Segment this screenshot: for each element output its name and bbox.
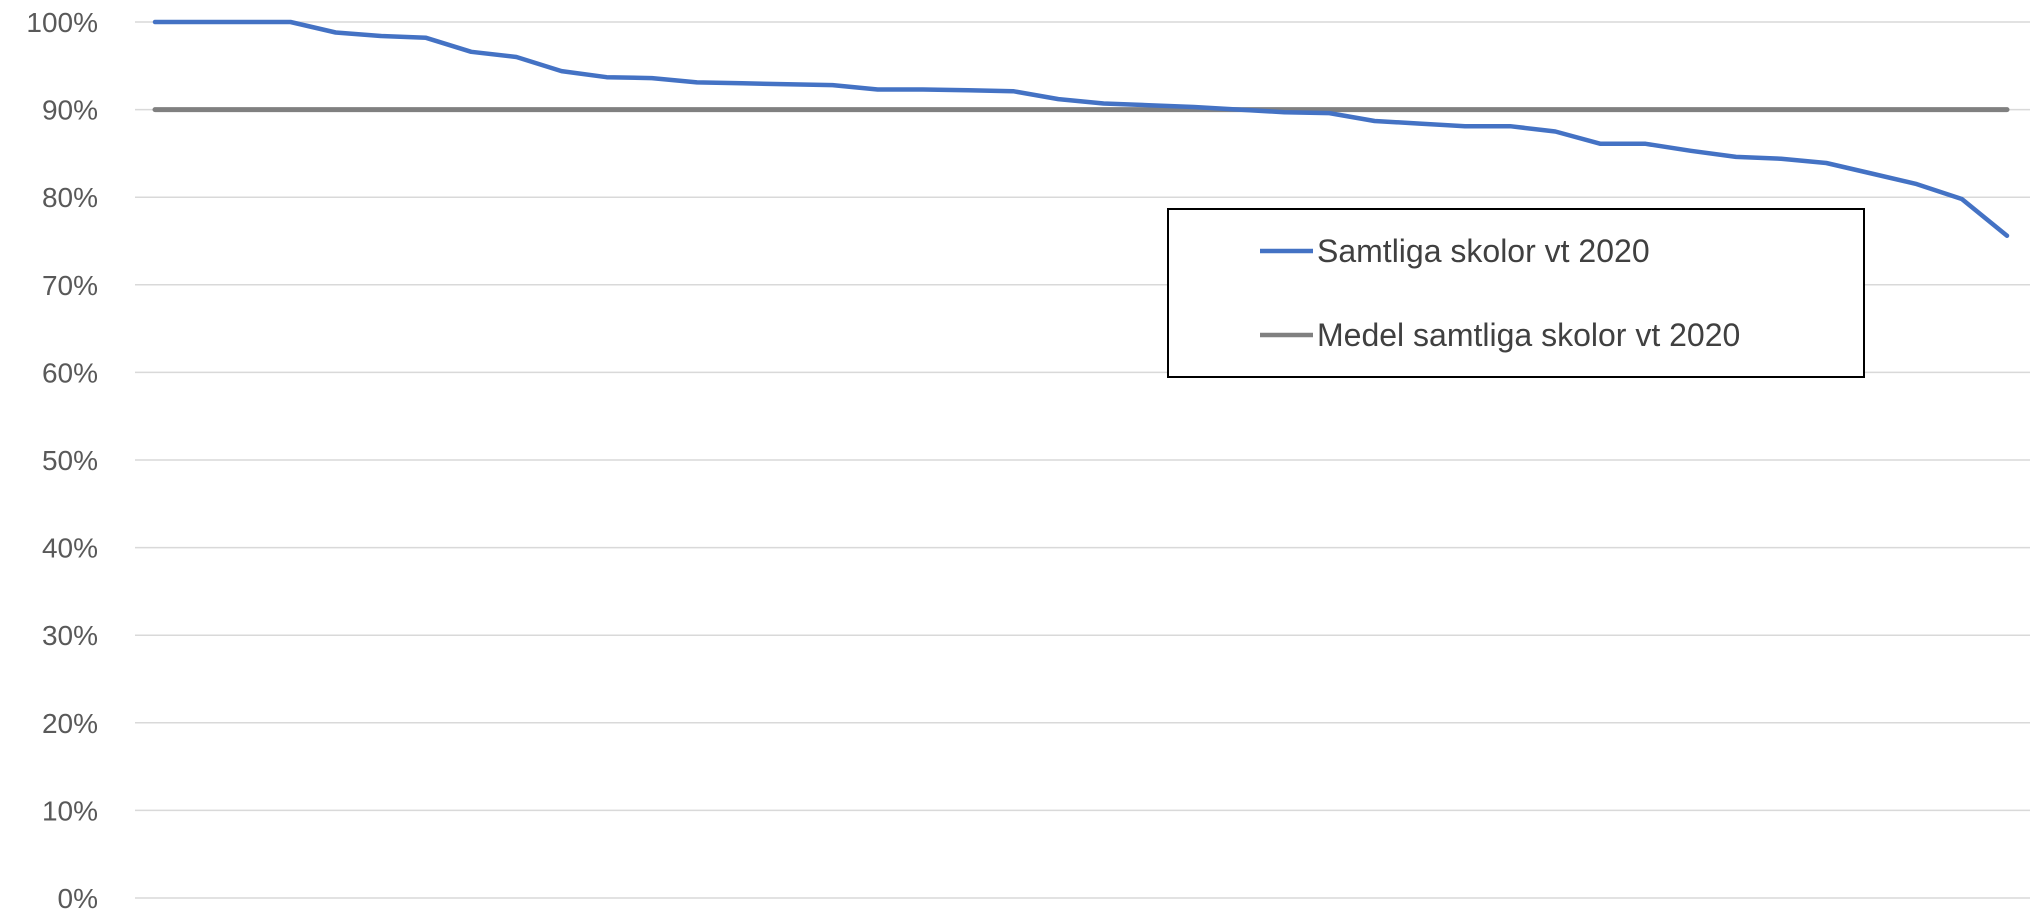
series-lines: [152, 19, 2010, 238]
y-tick-label-40: 40%: [42, 533, 98, 564]
series-line-1: [152, 19, 2010, 238]
legend-label-series-1: Samtliga skolor vt 2020: [1317, 233, 1650, 269]
legend-label-series-2: Medel samtliga skolor vt 2020: [1317, 317, 1740, 353]
legend-box: [1167, 208, 1865, 378]
gridlines: [135, 21, 2030, 899]
y-axis-tick-labels: 0% 10% 20% 30% 40% 50% 60% 70% 80% 90% 100%: [26, 7, 98, 914]
y-tick-label-60: 60%: [42, 357, 98, 388]
y-tick-label-20: 20%: [42, 708, 98, 739]
y-tick-label-0: 0%: [58, 883, 98, 914]
y-tick-label-70: 70%: [42, 270, 98, 301]
y-tick-label-30: 30%: [42, 620, 98, 651]
y-tick-label-80: 80%: [42, 182, 98, 213]
y-tick-label-90: 90%: [42, 95, 98, 126]
y-tick-label-10: 10%: [42, 795, 98, 826]
legend: Samtliga skolor vt 2020 Medel samtliga s…: [1167, 208, 1865, 378]
y-tick-label-50: 50%: [42, 445, 98, 476]
y-tick-label-100: 100%: [26, 7, 98, 38]
